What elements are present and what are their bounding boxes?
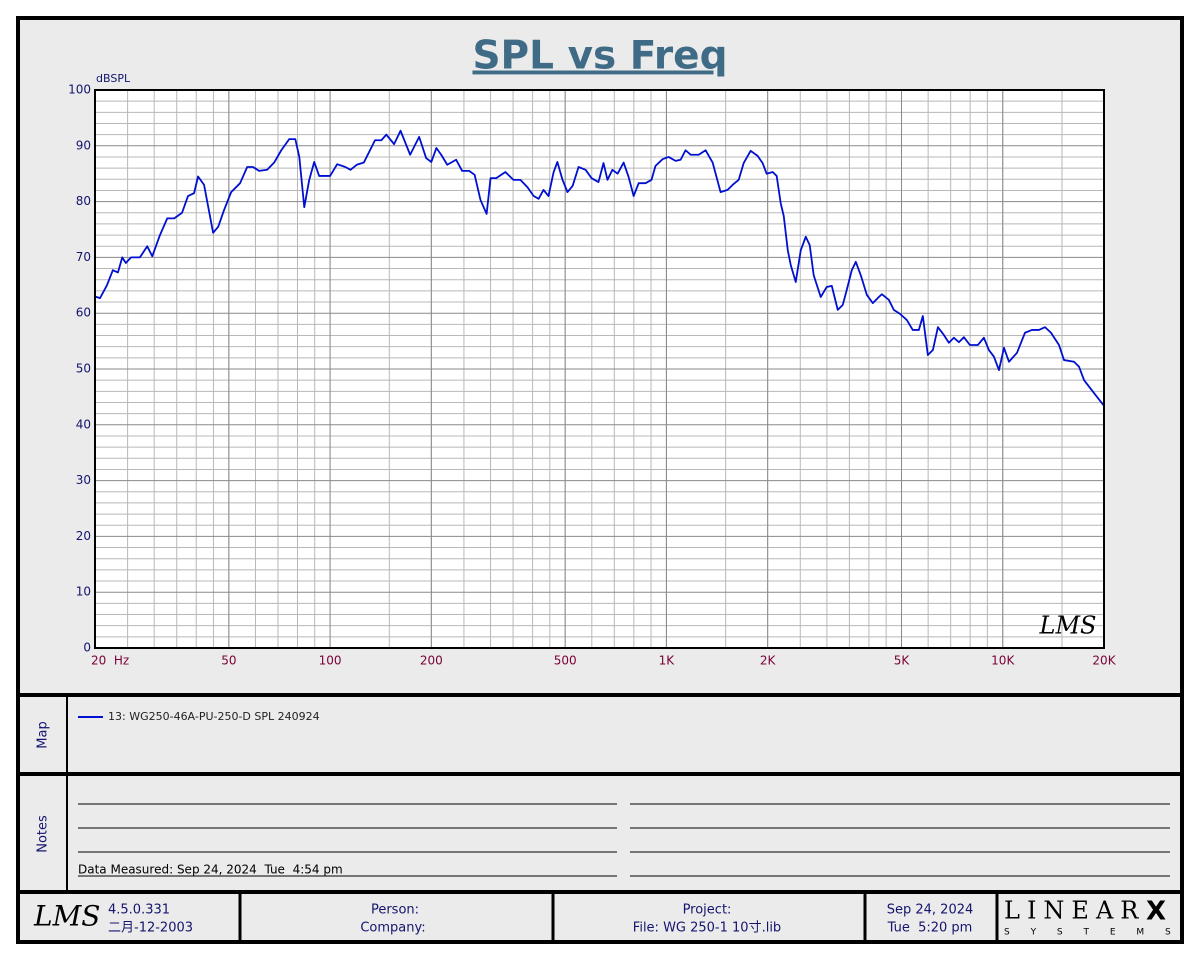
map-label: Map xyxy=(36,721,51,748)
notes-label: Notes xyxy=(36,815,51,853)
watermark: LMS xyxy=(1039,612,1097,640)
y-tick-label: 100 xyxy=(68,83,91,97)
time: Tue 5:20 pm xyxy=(887,921,973,936)
y-tick-label: 90 xyxy=(76,138,91,152)
project: Project: xyxy=(683,903,732,918)
x-tick-label: 20K xyxy=(1092,654,1116,668)
y-tick-label: 70 xyxy=(76,250,91,264)
y-axis-label: dBSPL xyxy=(96,72,131,85)
x-tick-label: 10K xyxy=(991,654,1015,668)
x-tick-label: 200 xyxy=(420,654,443,668)
x-tick-label: 50 xyxy=(221,654,236,668)
x-tick-label: 20 Hz xyxy=(91,654,129,668)
company: Company: xyxy=(360,921,425,936)
y-tick-label: 80 xyxy=(76,194,91,208)
x-tick-label: 5K xyxy=(894,654,911,668)
plot-border xyxy=(94,89,1105,649)
file: File: WG 250-1 10寸.lib xyxy=(633,921,781,936)
brand-x: X xyxy=(1146,897,1166,927)
version: 4.5.0.331 xyxy=(108,903,170,918)
y-tick-label: 0 xyxy=(83,641,91,655)
footer-dividers xyxy=(238,894,999,940)
x-tick-label: 1K xyxy=(659,654,676,668)
y-tick-label: 20 xyxy=(76,529,91,543)
brand: LINEAR xyxy=(1004,897,1145,925)
note-lines xyxy=(78,803,1170,877)
x-tick-label: 2K xyxy=(760,654,777,668)
x-tick-label: 500 xyxy=(554,654,577,668)
y-tick-label: 60 xyxy=(76,306,91,320)
date: Sep 24, 2024 xyxy=(887,903,974,918)
x-tick-label: 100 xyxy=(319,654,342,668)
notes-text: Data Measured: Sep 24, 2024 Tue 4:54 pm xyxy=(78,863,343,877)
y-tick-label: 10 xyxy=(76,585,91,599)
y-tick-label: 40 xyxy=(76,417,91,431)
y-tick-label: 50 xyxy=(76,362,91,376)
brand-sub: S Y S T E M S xyxy=(1004,928,1180,938)
person: Person: xyxy=(371,903,419,918)
y-tick-label: 30 xyxy=(76,473,91,487)
build-date: 二月-12-2003 xyxy=(108,921,193,936)
series-line xyxy=(94,129,1105,407)
legend-label: 13: WG250-46A-PU-250-D SPL 240924 xyxy=(108,710,320,723)
chart-title: SPL vs Freq xyxy=(472,34,727,79)
footer-logo: LMS xyxy=(33,900,100,933)
